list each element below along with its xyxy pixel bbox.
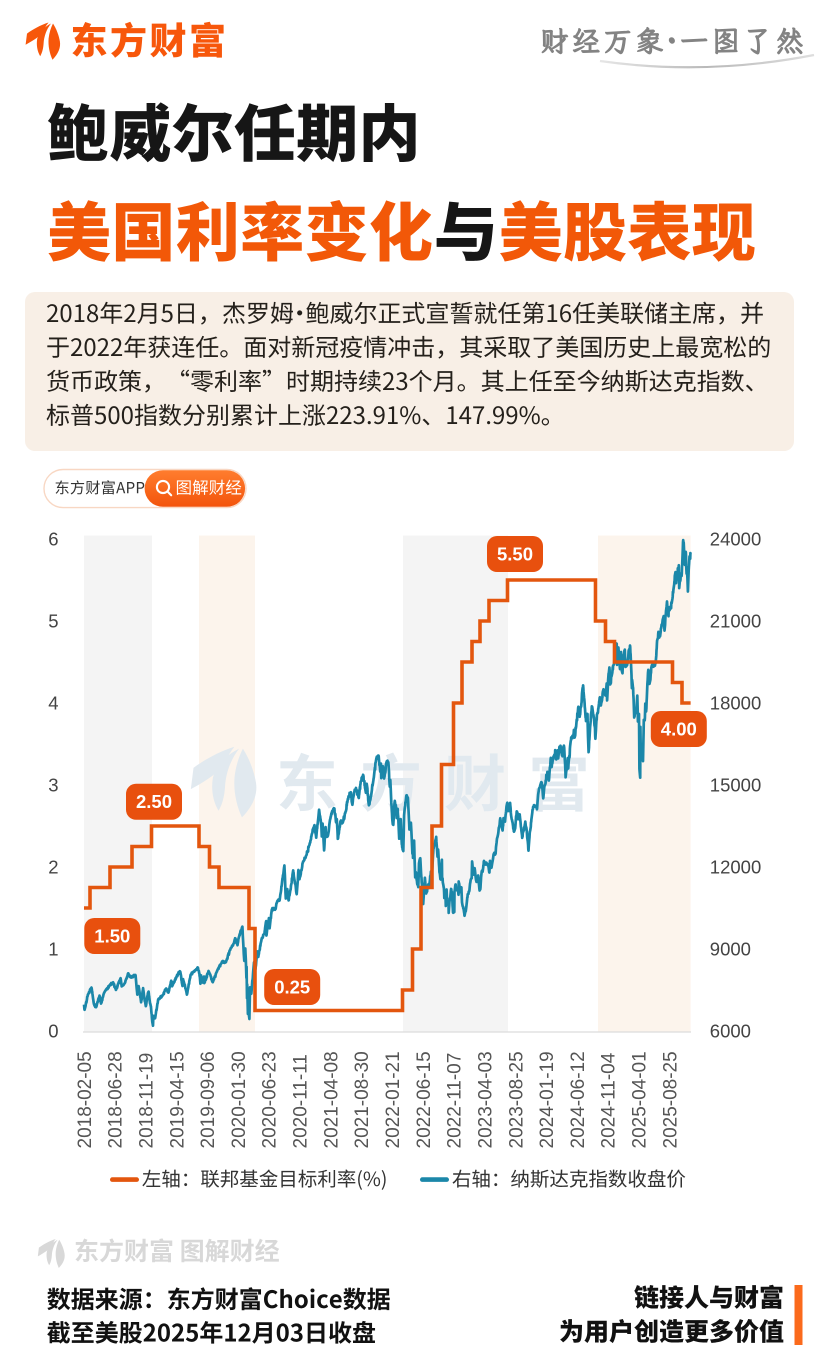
svg-text:2020-01-30: 2020-01-30 <box>229 1051 250 1148</box>
svg-text:24000: 24000 <box>710 528 761 549</box>
svg-text:2025-04-01: 2025-04-01 <box>630 1051 651 1148</box>
svg-text:2023-08-25: 2023-08-25 <box>506 1051 527 1148</box>
svg-text:2020-06-23: 2020-06-23 <box>260 1051 281 1148</box>
svg-text:12000: 12000 <box>710 856 761 877</box>
svg-text:5: 5 <box>48 610 58 631</box>
svg-text:4.00: 4.00 <box>661 718 697 739</box>
svg-text:2018-02-05: 2018-02-05 <box>75 1051 96 1148</box>
svg-text:2024-11-04: 2024-11-04 <box>599 1052 620 1148</box>
svg-text:2025-08-25: 2025-08-25 <box>660 1051 681 1148</box>
svg-text:2020-11-11: 2020-11-11 <box>291 1054 312 1148</box>
svg-text:1: 1 <box>48 938 58 959</box>
svg-text:15000: 15000 <box>710 774 761 795</box>
svg-text:2: 2 <box>48 856 58 877</box>
svg-text:0.25: 0.25 <box>274 976 310 997</box>
svg-text:2019-04-15: 2019-04-15 <box>167 1051 188 1148</box>
svg-text:21000: 21000 <box>710 610 761 631</box>
svg-text:5.50: 5.50 <box>497 543 533 564</box>
svg-text:2.50: 2.50 <box>136 791 172 812</box>
svg-text:2021-04-08: 2021-04-08 <box>321 1051 342 1148</box>
svg-text:0: 0 <box>48 1020 58 1041</box>
svg-text:2021-08-30: 2021-08-30 <box>352 1051 373 1148</box>
svg-text:9000: 9000 <box>710 938 751 959</box>
svg-text:4: 4 <box>48 692 58 713</box>
svg-text:2023-04-03: 2023-04-03 <box>476 1051 497 1148</box>
svg-text:2022-06-15: 2022-06-15 <box>414 1051 435 1148</box>
svg-text:2018-11-19: 2018-11-19 <box>136 1053 157 1149</box>
svg-text:2024-06-12: 2024-06-12 <box>568 1051 589 1148</box>
svg-text:6: 6 <box>48 528 58 549</box>
svg-text:3: 3 <box>48 774 58 795</box>
svg-text:2018-06-28: 2018-06-28 <box>106 1051 127 1148</box>
svg-text:6000: 6000 <box>710 1020 751 1041</box>
svg-text:2022-11-07: 2022-11-07 <box>445 1053 466 1149</box>
svg-text:18000: 18000 <box>710 692 761 713</box>
svg-text:1.50: 1.50 <box>94 925 130 946</box>
svg-text:2019-09-06: 2019-09-06 <box>198 1051 219 1148</box>
svg-text:2024-01-19: 2024-01-19 <box>537 1051 558 1148</box>
svg-text:2022-01-21: 2022-01-21 <box>383 1051 404 1148</box>
